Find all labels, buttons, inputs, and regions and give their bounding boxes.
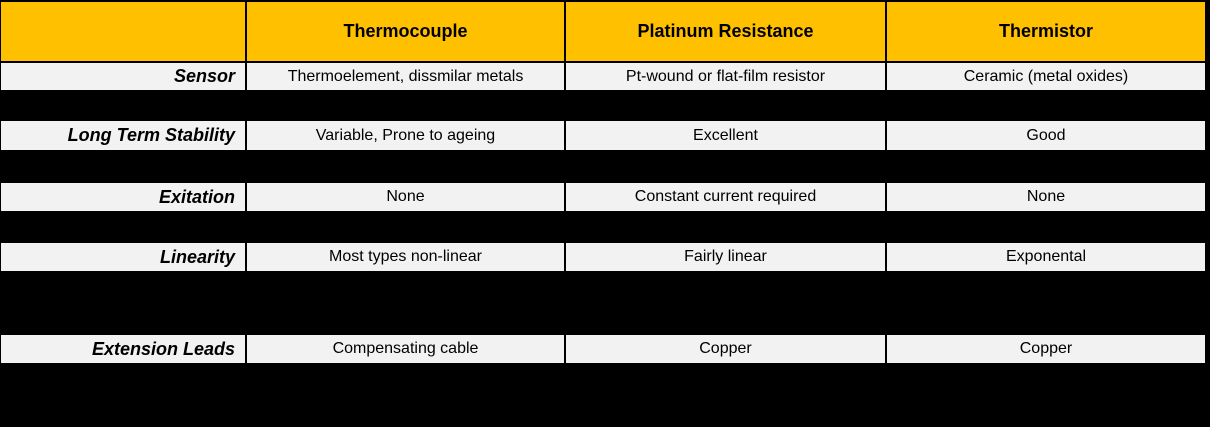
row-label-exitation: Exitation	[1, 183, 245, 211]
cell-exitation-thermocouple: None	[247, 183, 564, 211]
cell-sensor-thermocouple: Thermoelement, dissmilar metals	[247, 63, 564, 90]
row-label-extension-leads: Extension Leads	[1, 335, 245, 363]
cell-leads-thermocouple: Compensating cable	[247, 335, 564, 363]
cell-leads-thermistor: Copper	[887, 335, 1205, 363]
header-cell-thermistor: Thermistor	[887, 2, 1205, 61]
cell-exitation-thermistor: None	[887, 183, 1205, 211]
table-row-exitation: Exitation None Constant current required…	[1, 183, 1205, 211]
row-label-sensor: Sensor	[1, 63, 245, 90]
cell-sensor-platinum: Pt-wound or flat-film resistor	[566, 63, 885, 90]
table-row-sensor: Sensor Thermoelement, dissmilar metals P…	[1, 63, 1205, 90]
cell-linearity-thermocouple: Most types non-linear	[247, 243, 564, 271]
header-cell-thermocouple: Thermocouple	[247, 2, 564, 61]
cell-exitation-platinum: Constant current required	[566, 183, 885, 211]
cell-sensor-thermistor: Ceramic (metal oxides)	[887, 63, 1205, 90]
cell-linearity-thermistor: Exponental	[887, 243, 1205, 271]
cell-leads-platinum: Copper	[566, 335, 885, 363]
cell-stability-thermistor: Good	[887, 121, 1205, 150]
table-row-linearity: Linearity Most types non-linear Fairly l…	[1, 243, 1205, 271]
table-row-extension-leads: Extension Leads Compensating cable Coppe…	[1, 335, 1205, 363]
row-label-linearity: Linearity	[1, 243, 245, 271]
row-label-long-term-stability: Long Term Stability	[1, 121, 245, 150]
cell-linearity-platinum: Fairly linear	[566, 243, 885, 271]
cell-stability-platinum: Excellent	[566, 121, 885, 150]
table-row-long-term-stability: Long Term Stability Variable, Prone to a…	[1, 121, 1205, 150]
cell-stability-thermocouple: Variable, Prone to ageing	[247, 121, 564, 150]
header-corner-cell	[1, 2, 245, 61]
table-header-row: Thermocouple Platinum Resistance Thermis…	[1, 2, 1205, 61]
header-cell-platinum-resistance: Platinum Resistance	[566, 2, 885, 61]
